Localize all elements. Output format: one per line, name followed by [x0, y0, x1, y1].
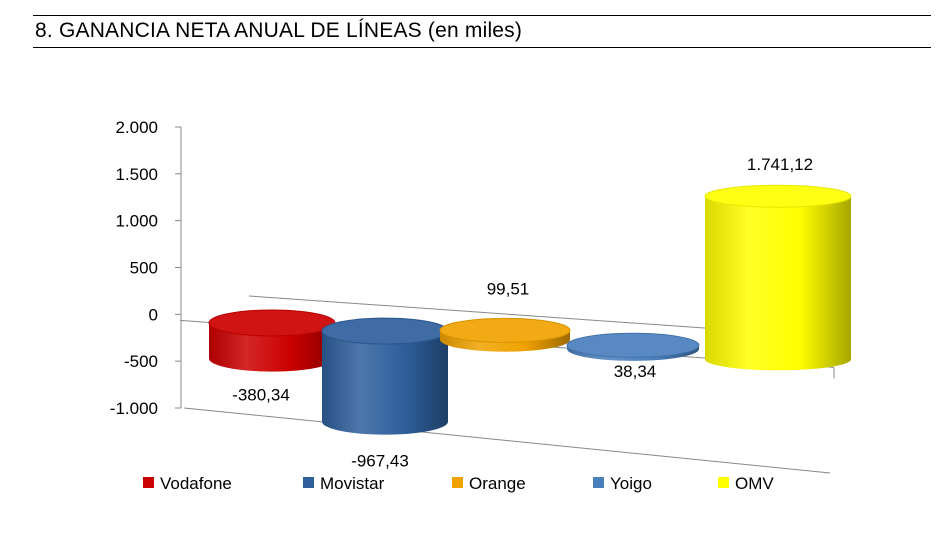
title-rule-top — [33, 15, 931, 16]
legend-label: Yoigo — [610, 474, 652, 493]
bar-cap-yoigo — [566, 332, 700, 358]
legend-item-orange: Orange — [452, 474, 526, 493]
legend-label: OMV — [735, 474, 774, 493]
data-label-orange: 99,51 — [487, 279, 530, 298]
bar-movistar — [321, 317, 449, 435]
y-tick-label: 1.000 — [115, 212, 158, 231]
bottom-floor-edge — [183, 407, 831, 474]
legend-label: Movistar — [320, 474, 385, 493]
chart-legend: Vodafone Movistar Orange Yoigo OMV — [143, 474, 774, 493]
bar-cap-omv — [704, 184, 852, 208]
legend-swatch — [593, 477, 604, 488]
legend-swatch — [718, 477, 729, 488]
data-label-vodafone: -380,34 — [232, 386, 290, 405]
bar-vodafone — [208, 309, 336, 372]
legend-item-movistar: Movistar — [303, 474, 385, 493]
y-tick-label: -1.000 — [110, 399, 158, 418]
data-labels: -380,34 -967,43 99,51 38,34 1.741,12 — [232, 155, 813, 470]
legend-label: Orange — [469, 474, 526, 493]
y-tick-label: 0 — [149, 305, 158, 324]
data-label-movistar: -967,43 — [351, 452, 409, 471]
data-label-yoigo: 38,34 — [614, 362, 657, 381]
data-label-omv: 1.741,12 — [747, 155, 813, 174]
y-tick-label: 1.500 — [115, 165, 158, 184]
bar-body-movistar — [322, 331, 448, 435]
y-axis-ticks: 2.000 1.500 1.000 500 0 -500 -1.000 — [110, 118, 181, 418]
legend-swatch — [452, 477, 463, 488]
legend-swatch — [303, 477, 314, 488]
legend-item-yoigo: Yoigo — [593, 474, 652, 493]
title-rule-bottom — [33, 47, 931, 48]
legend-swatch — [143, 477, 154, 488]
page-title: 8. GANANCIA NETA ANUAL DE LÍNEAS (en mil… — [35, 19, 523, 42]
y-tick-label: 2.000 — [115, 118, 158, 137]
bar-body-omv — [705, 196, 851, 371]
bar-cap-orange — [439, 317, 571, 343]
bar-orange — [439, 317, 571, 352]
y-tick-label: -500 — [124, 352, 158, 371]
bar-cap-vodafone — [208, 309, 336, 337]
y-tick-label: 500 — [130, 259, 158, 278]
chart-bars — [208, 184, 852, 435]
legend-label: Vodafone — [160, 474, 232, 493]
bar-body-vodafone — [209, 322, 335, 372]
bar-yoigo — [566, 332, 700, 361]
bar-omv — [704, 184, 852, 371]
legend-item-omv: OMV — [718, 474, 774, 493]
legend-item-vodafone: Vodafone — [143, 474, 232, 493]
bar-cap-movistar — [321, 317, 449, 345]
